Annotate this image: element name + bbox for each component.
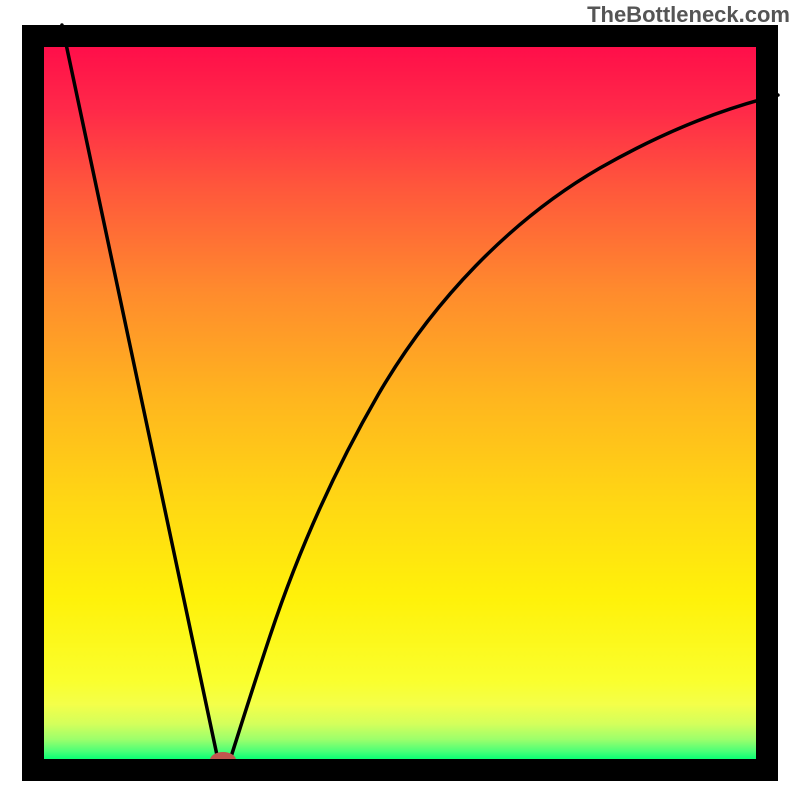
curve-right-segment [230,95,778,760]
curve-left-segment [62,25,218,760]
chart-container: TheBottleneck.com [0,0,800,800]
attribution-text: TheBottleneck.com [587,2,790,28]
bottleneck-curve [0,0,800,800]
optimal-point-marker [210,752,236,768]
